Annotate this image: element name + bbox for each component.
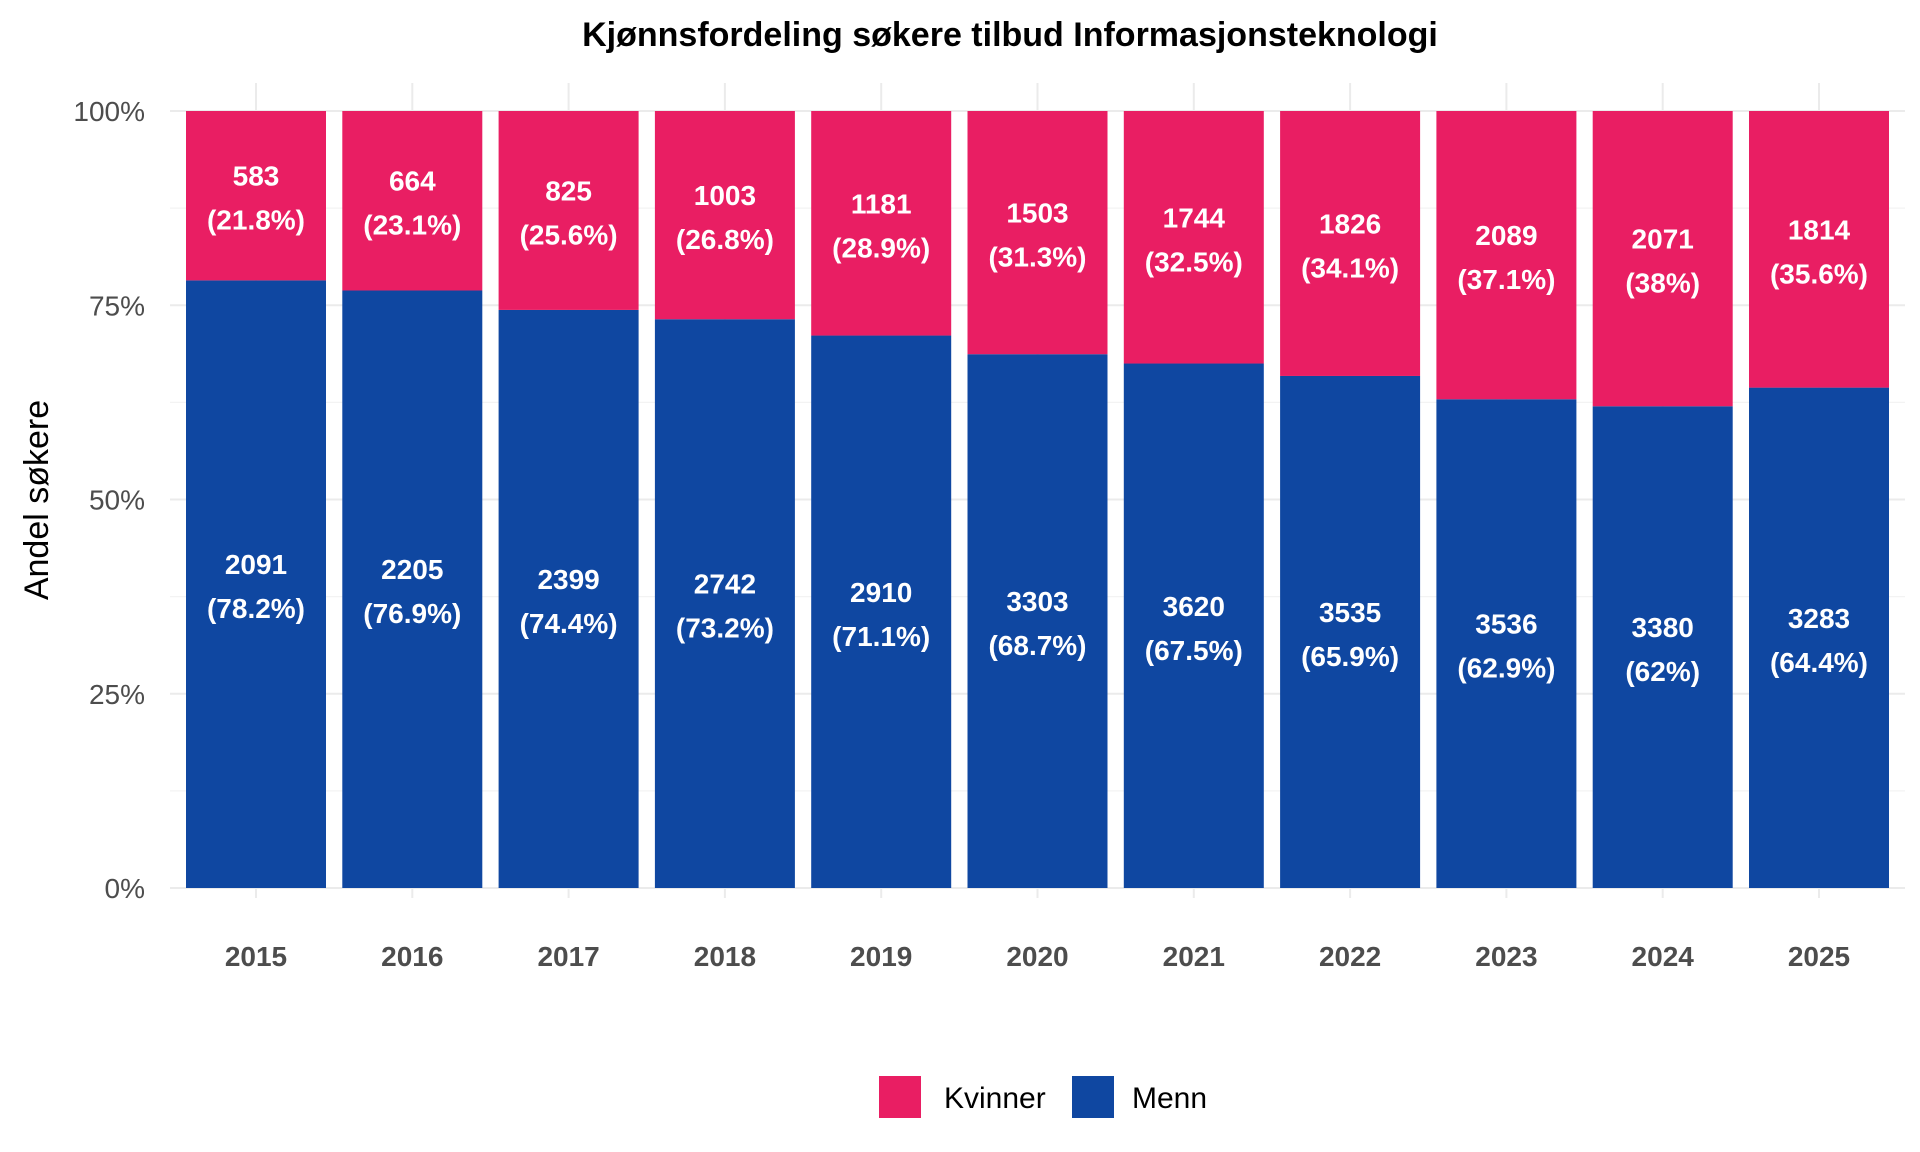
chart-title: Kjønnsfordeling søkere tilbud Informasjo… [582,16,1438,54]
bar-label-percent: (34.1%) [1301,252,1399,283]
bar-kvinner-2019 [811,111,952,336]
bar-kvinner-2015 [186,111,326,281]
bar-label-percent: (62.9%) [1457,653,1555,684]
bar-menn-2017 [498,309,639,888]
bar-kvinner-2018 [654,111,795,320]
y-axis-label: Andel søkere [18,400,56,600]
x-tick-label: 2021 [1163,941,1225,972]
bar-kvinner-2021 [1123,111,1264,364]
y-tick-label: 50% [89,485,145,516]
legend-swatch-kvinner [879,1076,921,1118]
bar-label-count: 664 [389,166,436,197]
x-tick-label: 2015 [225,941,287,972]
bar-menn-2023 [1436,399,1577,888]
bar-label-percent: (67.5%) [1145,635,1243,666]
bar-menn-2025 [1749,387,1889,888]
y-tick-label: 100% [73,96,145,127]
bar-menn-2019 [811,335,952,889]
bar-label-percent: (76.9%) [363,598,461,629]
bar-label-count: 1503 [1006,198,1068,229]
bars [186,111,1889,889]
bar-label-percent: (23.1%) [363,210,461,241]
bar-label-count: 3536 [1475,609,1537,640]
bar-menn-2021 [1123,363,1264,888]
y-axis-ticks: 0% 25% 50% 75% 100% [73,96,145,904]
bar-kvinner-2020 [967,111,1108,355]
legend-label-kvinner: Kvinner [944,1082,1046,1115]
bar-label-count: 3535 [1319,597,1381,628]
bar-label-percent: (35.6%) [1770,258,1868,289]
bar-label-percent: (71.1%) [832,621,930,652]
bar-label-percent: (68.7%) [988,630,1086,661]
bar-label-percent: (73.2%) [676,613,774,644]
bar-label-count: 3620 [1163,591,1225,622]
bar-label-count: 3303 [1006,586,1068,617]
bar-label-count: 2205 [381,554,443,585]
bar-label-percent: (74.4%) [520,608,618,639]
bar-kvinner-2025 [1749,111,1889,388]
bar-label-count: 1181 [851,188,912,219]
legend: Kvinner Menn [879,1076,1207,1118]
bar-label-count: 2399 [537,564,599,595]
bar-menn-2015 [186,280,326,888]
bar-kvinner-2024 [1592,111,1733,407]
x-tick-label: 2022 [1319,941,1381,972]
bar-menn-2024 [1592,406,1733,888]
y-tick-label: 25% [89,679,145,710]
bar-label-count: 1744 [1163,202,1226,233]
y-tick-label: 75% [89,290,145,321]
bar-label-count: 2089 [1475,220,1537,251]
bar-label-percent: (32.5%) [1145,246,1243,277]
bar-label-percent: (31.3%) [988,242,1086,273]
bar-label-count: 3380 [1632,612,1694,643]
bar-menn-2022 [1280,375,1421,888]
bar-kvinner-2022 [1280,111,1421,376]
x-tick-label: 2024 [1632,941,1695,972]
bar-label-percent: (64.4%) [1770,647,1868,678]
x-tick-label: 2023 [1475,941,1537,972]
bar-menn-2018 [654,319,795,889]
x-tick-label: 2019 [850,941,912,972]
bar-label-count: 1814 [1788,214,1851,245]
bar-kvinner-2023 [1436,111,1577,400]
legend-swatch-menn [1072,1076,1114,1118]
bar-label-count: 1826 [1319,208,1381,239]
bar-label-percent: (28.9%) [832,232,930,263]
x-tick-label: 2025 [1788,941,1850,972]
bar-label-percent: (38%) [1625,268,1700,299]
bar-label-count: 825 [545,175,592,206]
bar-label-count: 1003 [694,180,756,211]
x-tick-label: 2017 [537,941,599,972]
x-tick-label: 2016 [381,941,443,972]
bar-label-count: 583 [233,161,280,192]
bar-label-count: 2091 [225,549,287,580]
bar-label-percent: (21.8%) [207,205,305,236]
bar-label-percent: (26.8%) [676,224,774,255]
bar-label-count: 2742 [694,569,756,600]
x-axis-ticks: 2015 2016 2017 2018 2019 2020 2021 2022 2023 2024… [225,941,1850,972]
y-tick-label: 0% [105,873,145,904]
x-tick-label: 2018 [694,941,756,972]
bar-menn-2016 [342,290,483,888]
bar-kvinner-2016 [342,111,483,291]
bar-label-percent: (37.1%) [1457,264,1555,295]
bar-menn-2020 [967,354,1108,888]
legend-label-menn: Menn [1132,1082,1207,1115]
bar-label-percent: (62%) [1625,656,1700,687]
bar-label-count: 2910 [850,577,912,608]
bar-kvinner-2017 [498,111,639,310]
x-tick-label: 2020 [1006,941,1068,972]
bar-label-percent: (65.9%) [1301,641,1399,672]
bar-labels: 2091 (78.2%) 583 (21.8%) 2205 (76.9%) 664 (23.1… [207,161,1868,687]
bar-label-count: 3283 [1788,603,1850,634]
bar-label-count: 2071 [1632,224,1694,255]
bar-label-percent: (25.6%) [520,219,618,250]
bar-label-percent: (78.2%) [207,593,305,624]
